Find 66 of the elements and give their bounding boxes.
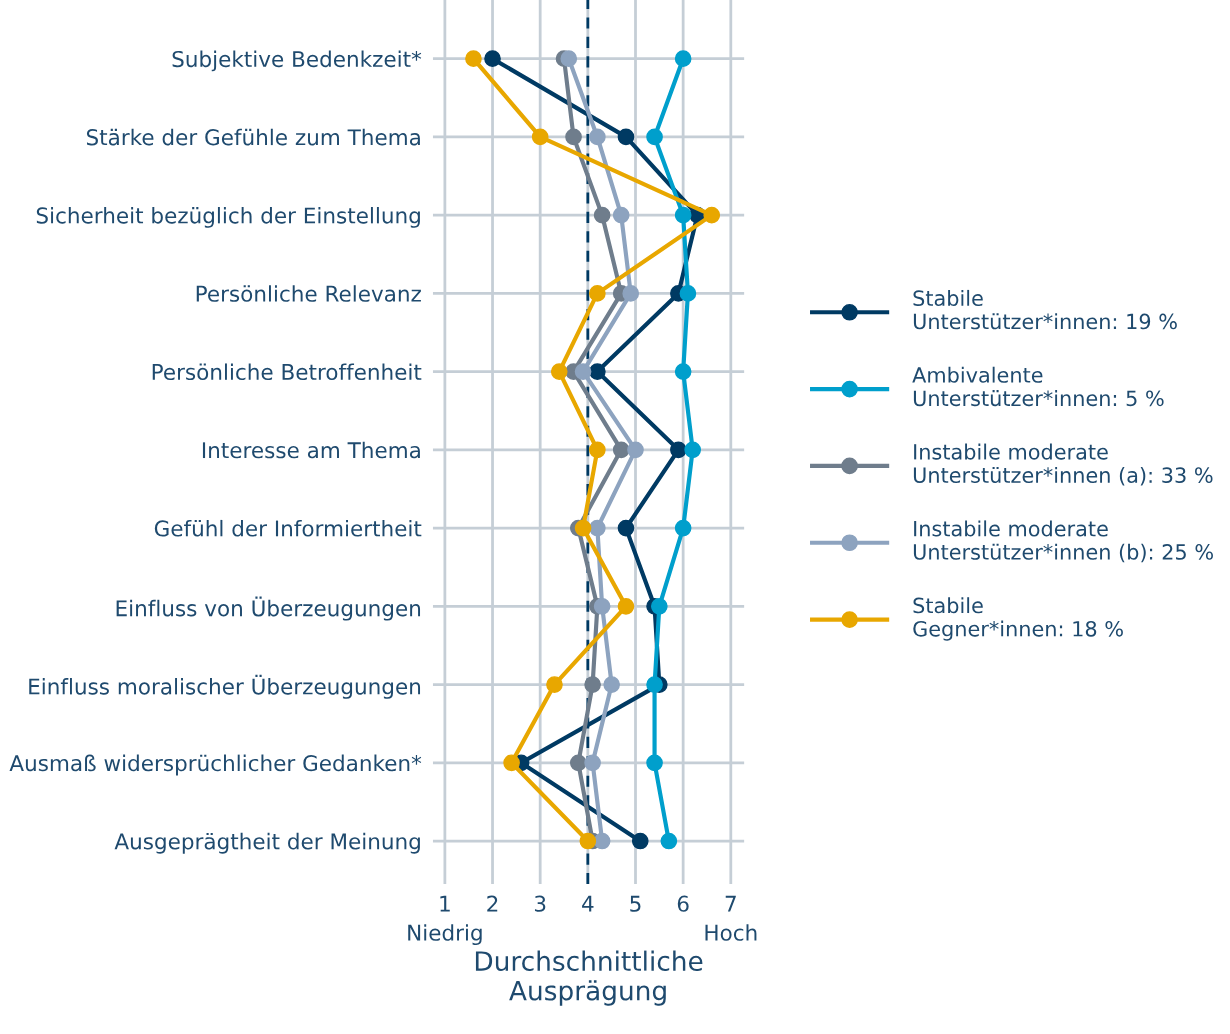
x-tick-label: 2 (487, 895, 498, 912)
y-tick-label: Stärke der Gefühle zum Thema (86, 128, 420, 146)
y-tick-label: Gefühl der Informiertheit (154, 519, 422, 537)
x-tick-label: 3 (534, 895, 546, 912)
point (670, 441, 687, 459)
point (679, 285, 697, 302)
point (574, 519, 592, 537)
y-tick-label: Einfluss moralischer Überzeugungen (29, 674, 421, 699)
legend-label: Instabile moderate Unterstützer*innen (a): 33 % (913, 443, 1213, 486)
point (674, 519, 692, 537)
point (684, 441, 702, 459)
point (584, 754, 601, 772)
point (612, 441, 630, 459)
point (674, 206, 692, 224)
y-tick-label: Subjektive Bedenkzeit* (172, 50, 422, 72)
y-tick-label: Ausmaß widersprüchlicher Gedanken* (9, 754, 422, 776)
point (674, 50, 692, 68)
point (646, 128, 663, 146)
x-tick-label: 4 (582, 895, 594, 912)
point (627, 441, 644, 459)
x-tick-label: 1 Niedrig (408, 895, 482, 946)
y-tick-label: Interesse am Thema (202, 441, 420, 459)
point (617, 597, 635, 615)
point (650, 597, 668, 615)
y-tick-label: Sicherheit bezüglich der Einstellung (36, 206, 420, 228)
x-tick-label: 7 Hoch (705, 895, 757, 941)
legend-label: Instabile moderate Unterstützer*innen (b): 25 % (913, 520, 1213, 563)
point (622, 285, 640, 302)
point (565, 128, 582, 146)
point (484, 50, 501, 68)
point (589, 285, 606, 302)
legend-label: Stabile Unterstützer*innen: 19 % (913, 289, 1177, 330)
y-tick-label: Persönliche Relevanz (196, 285, 421, 302)
point (584, 676, 601, 693)
x-tick-label: 6 (677, 895, 689, 912)
point (589, 128, 606, 146)
point (531, 128, 549, 146)
point (617, 128, 635, 146)
point (646, 676, 663, 693)
y-tick-label: Ausgeprägtheit der Meinung (114, 832, 420, 854)
point (560, 50, 578, 68)
point (574, 363, 592, 380)
point (503, 754, 520, 772)
legend-label: Ambivalente Unterstützer*innen: 5 % (912, 366, 1164, 407)
point (703, 206, 721, 224)
point (589, 363, 606, 380)
point (674, 363, 692, 380)
point (546, 676, 563, 693)
point (612, 206, 630, 224)
point (617, 519, 635, 537)
y-tick-label: Einfluss von Überzeugungen (116, 596, 421, 621)
point (465, 50, 482, 68)
point (589, 519, 606, 537)
legend-label: Stabile Gegner*innen: 18 % (913, 597, 1123, 641)
point (660, 832, 678, 850)
point (631, 832, 649, 850)
point (593, 597, 611, 615)
x-axis-title: Durchschnittliche Ausprägung (475, 950, 703, 1006)
y-tick-label: Persönliche Betroffenheit (152, 363, 422, 381)
point (550, 363, 568, 380)
point (589, 441, 606, 459)
point (593, 206, 611, 224)
point (646, 754, 663, 772)
point (569, 754, 587, 772)
x-tick-label: 5 (630, 895, 641, 912)
point (603, 676, 621, 693)
